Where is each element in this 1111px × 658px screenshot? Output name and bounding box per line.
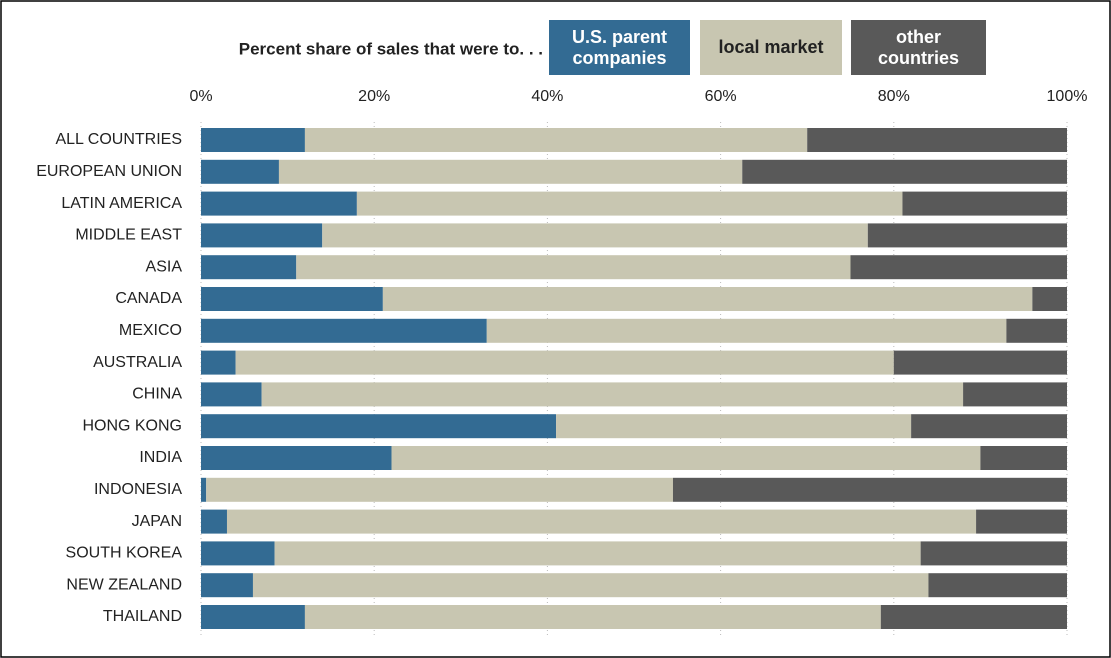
bar-segment — [911, 414, 1067, 439]
bar-segment — [880, 605, 1067, 629]
bar-segment — [201, 477, 207, 502]
chart-title: Percent share of sales that were to. . . — [239, 39, 543, 58]
y-tick-label: CANADA — [115, 290, 182, 307]
x-tick-label: 20% — [358, 88, 390, 105]
bar-segment — [867, 223, 1067, 248]
bar-segment — [252, 573, 929, 598]
bar-segment — [261, 382, 964, 407]
y-tick-label: JAPAN — [132, 513, 182, 530]
bar-segment — [391, 446, 981, 470]
y-tick-label: CHINA — [132, 386, 182, 403]
bar-segment — [304, 605, 881, 629]
bar-segment — [235, 350, 894, 375]
y-tick-label: THAILAND — [103, 608, 182, 625]
x-tick-label: 60% — [705, 88, 737, 105]
x-tick-label: 100% — [1047, 88, 1088, 105]
bar-segment — [201, 509, 227, 534]
legend-entry: other countries — [851, 20, 986, 75]
y-tick-label: SOUTH KOREA — [66, 545, 183, 562]
y-tick-label: INDONESIA — [94, 481, 182, 498]
bar-segment — [201, 159, 279, 184]
bar-segment — [556, 414, 912, 439]
bar-segment — [201, 605, 305, 629]
x-tick-label: 0% — [189, 88, 212, 105]
y-tick-label: EUROPEAN UNION — [36, 163, 182, 180]
y-tick-label: MEXICO — [119, 322, 182, 339]
y-tick-label: INDIA — [139, 449, 182, 466]
bar-segment — [201, 318, 487, 343]
bar-segment — [486, 318, 1007, 343]
bar-segment — [356, 191, 903, 216]
bar-segment — [201, 255, 297, 280]
bar-segment — [963, 382, 1067, 407]
bar-segment — [807, 128, 1067, 152]
x-tick-label: 80% — [878, 88, 910, 105]
bar-segment — [201, 446, 392, 470]
y-tick-label: NEW ZEALAND — [66, 576, 182, 593]
y-tick-label: ASIA — [146, 258, 183, 275]
bar-segment — [201, 287, 383, 311]
bar-segment — [201, 128, 305, 152]
bar-segment — [672, 477, 1067, 502]
bar-segment — [920, 541, 1067, 566]
bar-segment — [201, 573, 253, 598]
bar-segment — [296, 255, 851, 280]
bar-segment — [226, 509, 977, 534]
bar-segment — [201, 382, 262, 407]
bar-segment — [850, 255, 1067, 280]
bar-segment — [206, 477, 673, 502]
y-tick-label: MIDDLE EAST — [75, 227, 182, 244]
bar-segment — [322, 223, 868, 248]
bar-segment — [201, 414, 557, 439]
bar-segment — [976, 509, 1067, 534]
y-tick-label: LATIN AMERICA — [61, 195, 182, 212]
bar-segment — [201, 223, 323, 248]
bar-segment — [201, 541, 275, 566]
legend-entry: U.S. parent companies — [549, 20, 690, 75]
bar-segment — [980, 446, 1067, 470]
bar-segment — [201, 350, 236, 375]
bar-segment — [274, 541, 921, 566]
bar-segment — [201, 191, 357, 216]
bar-segment — [928, 573, 1067, 598]
bar-segment — [1032, 287, 1067, 311]
y-tick-label: ALL COUNTRIES — [55, 131, 182, 148]
bar-segment — [893, 350, 1067, 375]
bar-segment — [304, 128, 808, 152]
bar-segment — [1006, 318, 1067, 343]
x-tick-label: 40% — [531, 88, 563, 105]
y-tick-label: AUSTRALIA — [93, 354, 182, 371]
bar-segment — [382, 287, 1033, 311]
bar-segment — [742, 159, 1067, 184]
bar-segment — [902, 191, 1067, 216]
legend-entry: local market — [700, 20, 842, 75]
y-tick-label: HONG KONG — [82, 417, 182, 434]
bar-segment — [278, 159, 743, 184]
